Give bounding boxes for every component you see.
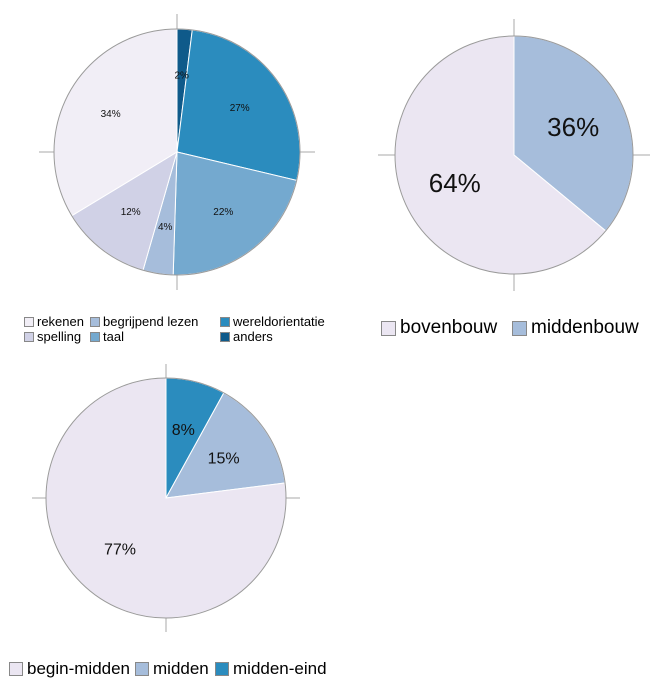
- legend-item-begin-midden: begin-midden: [9, 659, 130, 679]
- legend-label: begrijpend lezen: [103, 314, 199, 329]
- legend-label: anders: [233, 329, 273, 344]
- legend-label: midden-eind: [233, 659, 327, 678]
- legend-swatch: [90, 316, 100, 327]
- legend-label: middenbouw: [531, 317, 639, 338]
- legend-item-spelling: spelling: [24, 329, 81, 344]
- legend-swatch: [381, 320, 396, 336]
- pie-chart-periode: 8% 15% 77%: [32, 364, 300, 632]
- legend-swatch: [135, 662, 149, 676]
- legend-item-anders: anders: [220, 329, 273, 344]
- legend-swatch: [215, 662, 229, 676]
- legend-item-bovenbouw: bovenbouw: [381, 317, 497, 339]
- legend-label: taal: [103, 329, 124, 344]
- pie-chart-onderwerp: 2% 27% 22% 4% 12% 34%: [39, 14, 315, 290]
- pie-outline: [53, 28, 301, 276]
- legend-label: begin-midden: [27, 659, 131, 678]
- slice-label-wereldorientatie: 27%: [230, 103, 250, 114]
- slice-label-taal: 22%: [213, 207, 233, 218]
- pie-chart-bouw: 36% 64%: [378, 19, 650, 291]
- legend-item-begrijpend-lezen: begrijpend lezen: [90, 314, 198, 329]
- pie-outline: [394, 35, 634, 275]
- slice-label-middenbouw: 36%: [547, 112, 599, 142]
- legend-item-midden-eind: midden-eind: [215, 659, 327, 679]
- legend-label: spelling: [37, 329, 82, 344]
- legend-item-rekenen: rekenen: [24, 314, 84, 329]
- slice-label-bovenbouw: 64%: [429, 168, 481, 198]
- slice-label-midden: 15%: [208, 450, 240, 467]
- slice-label-begrijpend-lezen: 4%: [158, 222, 173, 233]
- legend-swatch: [90, 331, 100, 342]
- legend-item-midden: midden: [135, 659, 209, 679]
- legend-item-wereldorientatie: wereldorientatie: [220, 314, 325, 329]
- legend-label: midden: [153, 659, 209, 678]
- legend-swatch: [24, 316, 34, 327]
- slice-label-anders: 2%: [174, 70, 189, 81]
- legend-label: rekenen: [37, 314, 84, 329]
- legend-item-middenbouw: middenbouw: [512, 317, 639, 339]
- legend-swatch: [24, 331, 34, 342]
- legend-label: bovenbouw: [400, 317, 498, 338]
- slice-label-spelling: 12%: [121, 207, 141, 218]
- slice-label-rekenen: 34%: [101, 109, 121, 120]
- legend-swatch: [220, 316, 230, 327]
- slice-label-begin-midden: 77%: [104, 542, 136, 559]
- legend-label: wereldorientatie: [233, 314, 325, 329]
- slice-label-midden-eind: 8%: [172, 422, 195, 439]
- legend-swatch: [512, 320, 527, 336]
- legend-item-taal: taal: [90, 329, 124, 344]
- legend-swatch: [220, 331, 230, 342]
- legend-swatch: [9, 662, 23, 676]
- pie-outline: [45, 377, 287, 619]
